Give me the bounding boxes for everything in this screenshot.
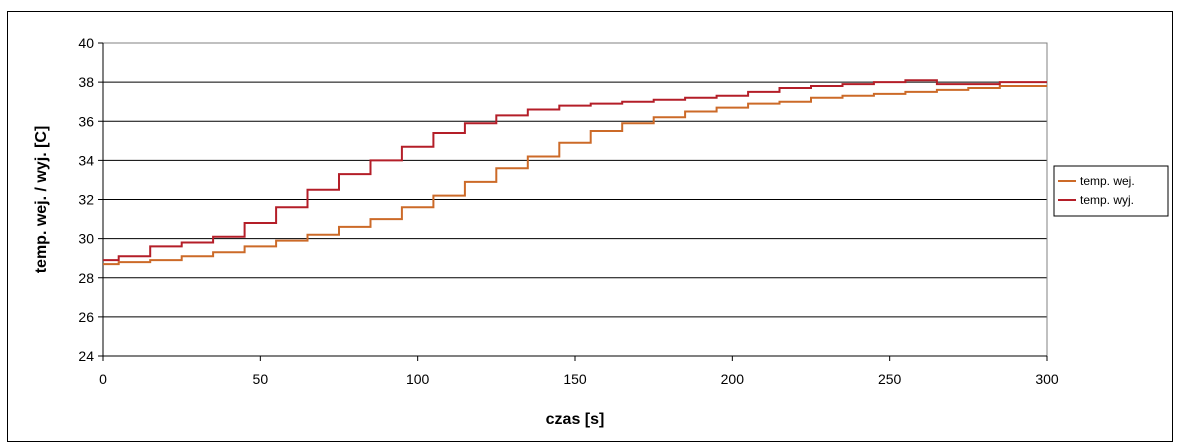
legend: temp. wej. temp. wyj.	[1053, 165, 1169, 217]
x-tick-label: 150	[563, 371, 587, 387]
x-tick-label: 0	[99, 371, 107, 387]
line-chart: 24 26 28 30 32 34 36 38 40 0 50 100 150 200 250 300 cza…	[33, 35, 1169, 428]
x-tick-label: 100	[406, 371, 430, 387]
x-tick-label: 50	[253, 371, 269, 387]
y-axis-title: temp. wej. / wyj. [C]	[33, 126, 50, 274]
y-tick-label: 28	[78, 270, 94, 286]
y-tick-label: 40	[78, 35, 94, 51]
x-tick-label: 250	[878, 371, 902, 387]
series-lines	[103, 79, 1047, 266]
y-tick-label: 38	[78, 74, 94, 90]
y-tick-label: 30	[78, 231, 94, 247]
x-axis-title: czas [s]	[546, 411, 605, 428]
legend-box	[1053, 165, 1169, 217]
y-tick-label: 36	[78, 113, 94, 129]
y-tick-label: 32	[78, 192, 94, 208]
y-tick-label: 26	[78, 309, 94, 325]
series-line-temp-wej	[103, 85, 1047, 266]
grid-lines	[103, 42, 1047, 357]
legend-label-temp-wyj: temp. wyj.	[1080, 193, 1134, 207]
tick-labels: 24 26 28 30 32 34 36 38 40 0 50 100 150 200 250 300	[78, 35, 1058, 387]
y-tick-label: 34	[78, 152, 94, 168]
chart-frame: 24 26 28 30 32 34 36 38 40 0 50 100 150 200 250 300 cza…	[7, 11, 1173, 442]
legend-label-temp-wej: temp. wej.	[1080, 174, 1135, 188]
series-line-temp-wyj	[103, 79, 1047, 262]
x-tick-label: 300	[1035, 371, 1059, 387]
x-tick-label: 200	[721, 371, 745, 387]
axes	[98, 42, 1048, 361]
y-tick-label: 24	[78, 348, 94, 364]
